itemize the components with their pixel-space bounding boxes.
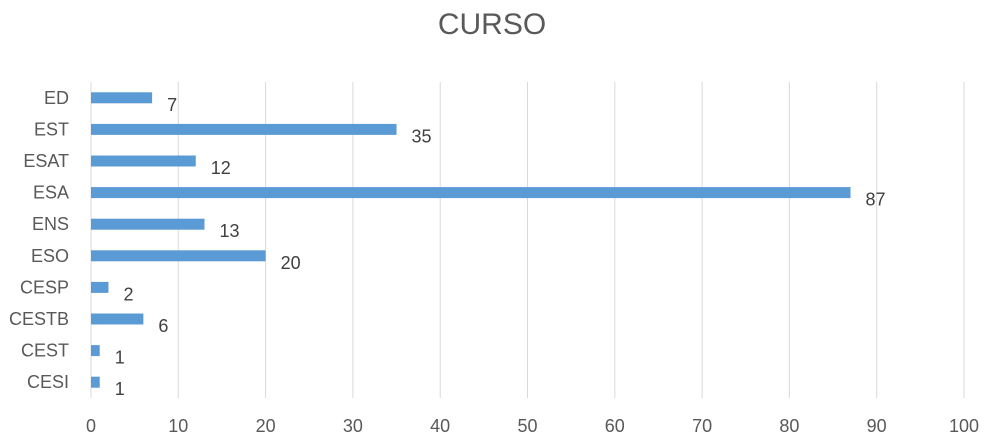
data-label: 1 — [115, 348, 125, 368]
data-label: 12 — [211, 158, 231, 178]
category-label: CESI — [27, 372, 69, 392]
bar — [91, 345, 100, 357]
data-label: 7 — [167, 95, 177, 115]
bar — [91, 281, 109, 293]
x-tick-label: 0 — [86, 416, 96, 436]
x-tick-label: 30 — [343, 416, 363, 436]
category-label: EST — [34, 119, 69, 139]
x-tick-label: 60 — [605, 416, 625, 436]
data-label: 6 — [158, 316, 168, 336]
x-tick-label: 20 — [256, 416, 276, 436]
bar — [91, 187, 851, 199]
x-tick-label: 50 — [517, 416, 537, 436]
data-label: 2 — [123, 284, 133, 304]
x-tick-label: 10 — [168, 416, 188, 436]
chart-title: CURSO — [437, 8, 547, 41]
category-label: ESAT — [23, 151, 69, 171]
x-tick-label: 40 — [430, 416, 450, 436]
x-tick-label: 90 — [867, 416, 887, 436]
bar — [91, 155, 196, 167]
data-label: 13 — [219, 221, 239, 241]
data-label: 87 — [866, 190, 886, 210]
bar — [91, 376, 100, 388]
category-label: ENS — [32, 214, 69, 234]
x-tick-label: 80 — [779, 416, 799, 436]
bar — [91, 123, 397, 135]
data-label: 20 — [281, 253, 301, 273]
category-label: CESP — [20, 277, 69, 297]
bar — [91, 313, 144, 325]
category-label: ESO — [31, 246, 69, 266]
category-label: CESTB — [9, 309, 69, 329]
bar — [91, 250, 266, 262]
category-label: ED — [44, 88, 69, 108]
data-label: 1 — [115, 379, 125, 399]
x-tick-label: 100 — [949, 416, 979, 436]
category-label: ESA — [33, 183, 69, 203]
bar — [91, 218, 205, 230]
data-label: 35 — [412, 126, 432, 146]
x-tick-label: 70 — [692, 416, 712, 436]
category-label: CEST — [21, 341, 69, 361]
bar — [91, 92, 153, 104]
